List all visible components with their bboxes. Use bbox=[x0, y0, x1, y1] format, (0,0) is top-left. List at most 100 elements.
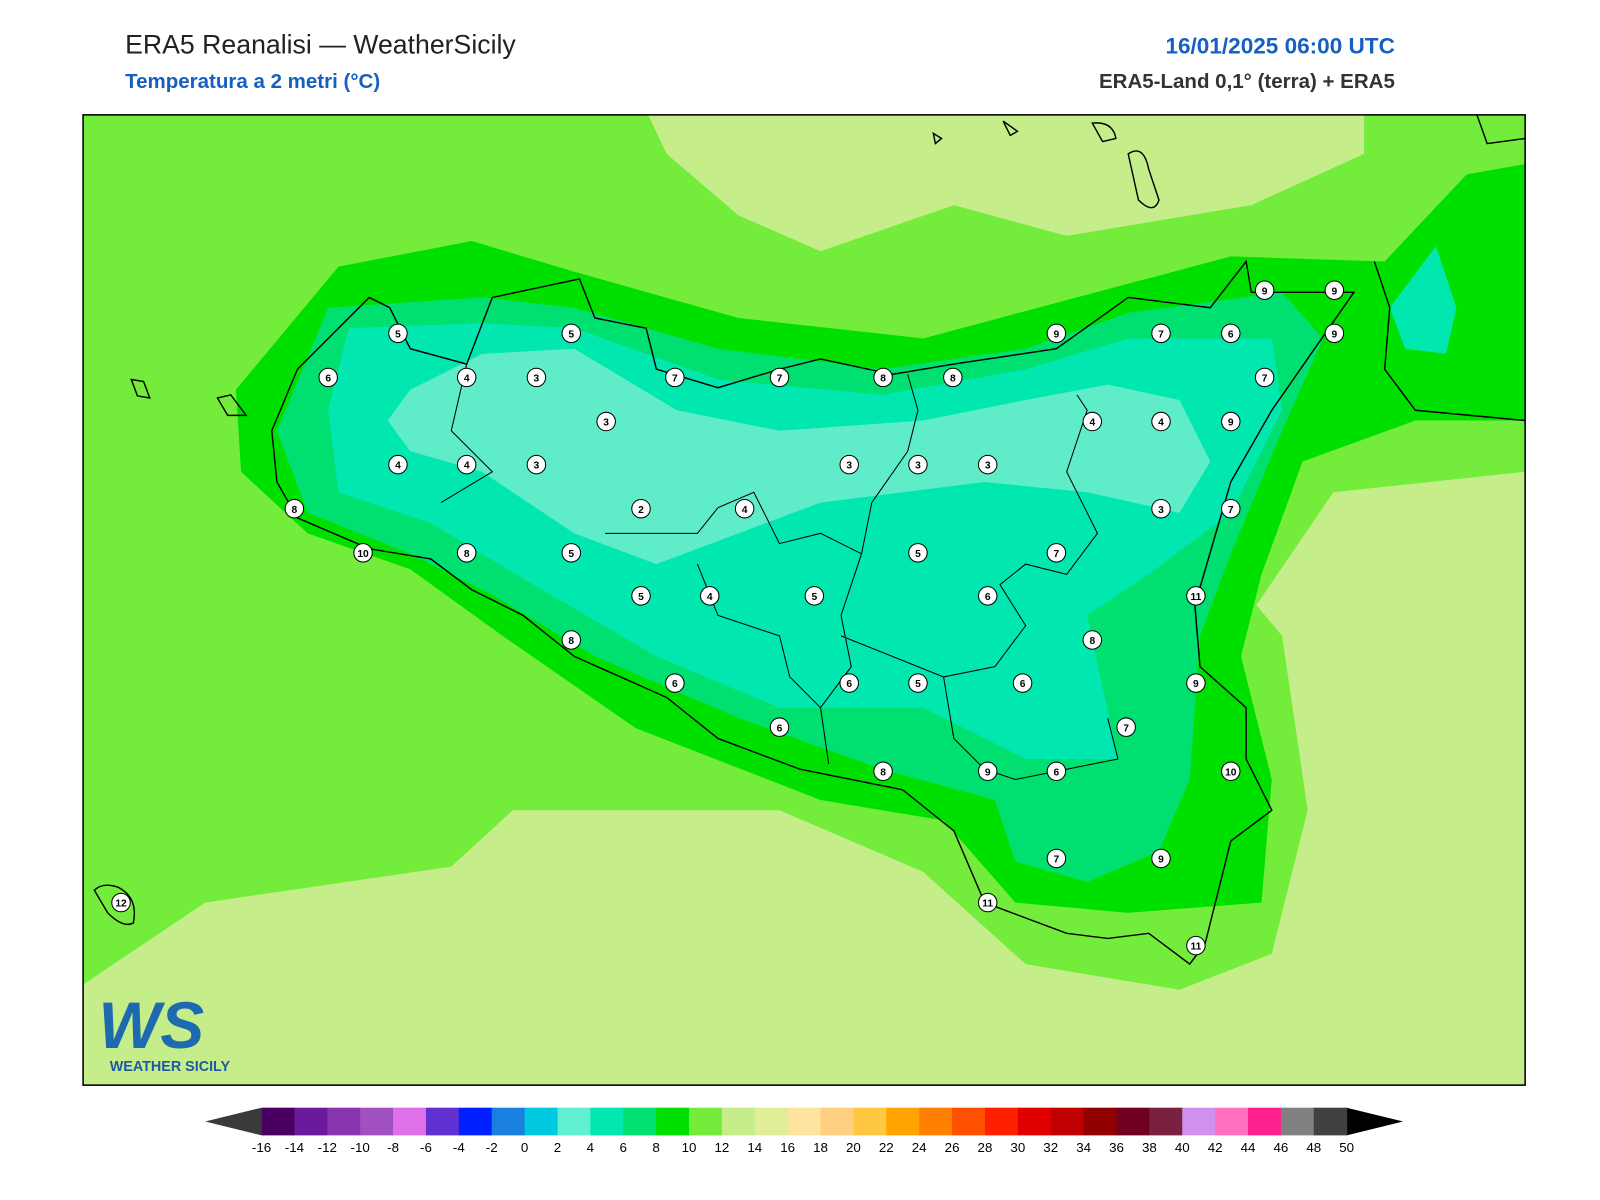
station-label: 9 bbox=[1262, 286, 1268, 297]
station-label: 9 bbox=[1332, 329, 1338, 340]
station-marker bbox=[769, 367, 790, 388]
colorbar-tick-label: 2 bbox=[554, 1140, 561, 1155]
station-marker bbox=[977, 586, 998, 606]
colorbar-tick-label: 30 bbox=[1010, 1140, 1025, 1155]
station-label: 7 bbox=[1158, 329, 1164, 340]
colorbar-tick-label: -10 bbox=[351, 1140, 370, 1155]
station-marker bbox=[769, 717, 790, 737]
colorbar-swatch bbox=[425, 1107, 460, 1136]
station-label: 6 bbox=[672, 679, 678, 690]
coastline bbox=[271, 259, 1356, 966]
station-label: 7 bbox=[1054, 855, 1060, 866]
colorbar-tick-label: 34 bbox=[1076, 1140, 1091, 1155]
field-6 bbox=[1389, 246, 1457, 354]
logo-mark: WS bbox=[98, 989, 204, 1062]
colorbar-tick-label: -6 bbox=[420, 1140, 432, 1155]
station-marker bbox=[1221, 411, 1241, 432]
station-marker bbox=[1324, 323, 1345, 344]
station-marker bbox=[596, 411, 616, 432]
colorbar-swatch bbox=[1017, 1107, 1052, 1136]
colorbar-swatch bbox=[360, 1107, 394, 1136]
station-marker bbox=[977, 454, 998, 475]
station-marker bbox=[839, 673, 859, 693]
colorbar-over bbox=[1346, 1107, 1404, 1136]
station-label: 4 bbox=[395, 461, 401, 472]
stations: 9 9 5 5 9 7 6 9 6 4 3 7 7 8 8 7 3 4 4 9 4 4 3 3 3 3 8 2 4 3 7 10 8 5 5 7 5 4 5… bbox=[111, 280, 1345, 956]
colorbar-swatch bbox=[689, 1107, 723, 1136]
station-marker bbox=[665, 673, 685, 693]
station-marker bbox=[1151, 848, 1171, 869]
colorbar-swatch bbox=[853, 1107, 887, 1136]
station-label: 2 bbox=[638, 505, 644, 516]
station-label: 9 bbox=[1332, 286, 1338, 297]
station-marker bbox=[1151, 498, 1171, 519]
station-label: 9 bbox=[1054, 329, 1060, 340]
station-label: 9 bbox=[1193, 679, 1199, 690]
map-frame bbox=[82, 114, 1526, 1086]
colorbar-tick-label: -16 bbox=[252, 1140, 271, 1155]
station-label: 3 bbox=[846, 461, 852, 472]
pantelleria bbox=[93, 884, 136, 926]
colorbar-swatch bbox=[952, 1107, 986, 1136]
station-marker bbox=[1186, 673, 1206, 693]
station-label: 6 bbox=[1228, 329, 1234, 340]
colorbar-swatch bbox=[557, 1107, 591, 1136]
station-marker bbox=[1082, 411, 1103, 432]
station-marker bbox=[1186, 935, 1206, 956]
colorbar-under bbox=[205, 1107, 262, 1136]
field-14 bbox=[83, 471, 1526, 1086]
station-label: 6 bbox=[985, 592, 991, 603]
title: ERA5 Reanalisi — WeatherSicily bbox=[125, 29, 516, 59]
station-marker bbox=[456, 367, 477, 388]
colorbar-tick-label: 10 bbox=[682, 1140, 697, 1155]
station-label: 10 bbox=[1225, 767, 1237, 778]
station-label: 6 bbox=[777, 723, 783, 734]
station-label: 3 bbox=[534, 374, 540, 385]
logo-caption: WEATHER SICILY bbox=[110, 1059, 231, 1075]
station-label: 8 bbox=[880, 767, 886, 778]
station-marker bbox=[456, 543, 477, 563]
colorbar-tick-label: 32 bbox=[1043, 1140, 1058, 1155]
station-marker bbox=[908, 454, 928, 475]
map: 9 9 5 5 9 7 6 9 6 4 3 7 7 8 8 7 3 4 4 9 4 4 3 3 3 3 8 2 4 3 7 10 8 5 5 7 5 4 5… bbox=[83, 114, 1526, 1086]
station-label: 7 bbox=[1123, 723, 1129, 734]
colorbar-tick-label: 4 bbox=[587, 1140, 595, 1155]
station-label: 11 bbox=[982, 899, 993, 910]
provinces bbox=[440, 363, 1119, 781]
colorbar-swatch bbox=[1215, 1107, 1249, 1136]
station-label: 4 bbox=[742, 505, 748, 516]
colorbar-swatch bbox=[590, 1107, 624, 1136]
station-label: 5 bbox=[812, 592, 818, 603]
source: ERA5-Land 0,1° (terra) + ERA5 bbox=[1099, 70, 1395, 93]
field-14 bbox=[648, 114, 1365, 252]
datetime: 16/01/2025 06:00 UTC bbox=[1165, 33, 1394, 58]
calabria-coast bbox=[1373, 114, 1526, 422]
colorbar-swatch bbox=[1083, 1107, 1118, 1136]
colorbar-tick-label: -14 bbox=[285, 1140, 305, 1155]
station-marker bbox=[1046, 848, 1067, 869]
station-marker bbox=[526, 367, 547, 388]
station-label: 6 bbox=[1054, 767, 1060, 778]
colorbar-tick-label: 48 bbox=[1306, 1140, 1321, 1155]
colorbar-swatch bbox=[393, 1107, 427, 1136]
colorbar-swatch bbox=[458, 1107, 493, 1136]
station-marker bbox=[1046, 323, 1067, 344]
colorbar-swatch bbox=[721, 1107, 756, 1136]
colorbar-swatch bbox=[623, 1107, 657, 1136]
colorbar-tick-label: 26 bbox=[945, 1140, 960, 1155]
colorbar-swatch bbox=[1313, 1107, 1348, 1136]
station-marker bbox=[561, 323, 582, 344]
station-marker bbox=[561, 543, 582, 563]
colorbar-swatch bbox=[1149, 1107, 1183, 1136]
station-label: 7 bbox=[777, 374, 783, 385]
colorbar-tick-label: 42 bbox=[1208, 1140, 1223, 1155]
station-marker bbox=[1082, 630, 1103, 650]
station-label: 4 bbox=[1158, 418, 1164, 429]
colorbar: -16 -14 -12 -10 -8 -6 -4 -2 0 2 4 6 8 10 12 14 16 18 20 22 2… bbox=[205, 1107, 1404, 1155]
station-label: 3 bbox=[915, 461, 921, 472]
subtitle: Temperatura a 2 metri (°C) bbox=[125, 70, 380, 93]
station-marker bbox=[804, 586, 825, 606]
station-label: 11 bbox=[1190, 592, 1201, 603]
station-marker bbox=[1151, 323, 1171, 344]
